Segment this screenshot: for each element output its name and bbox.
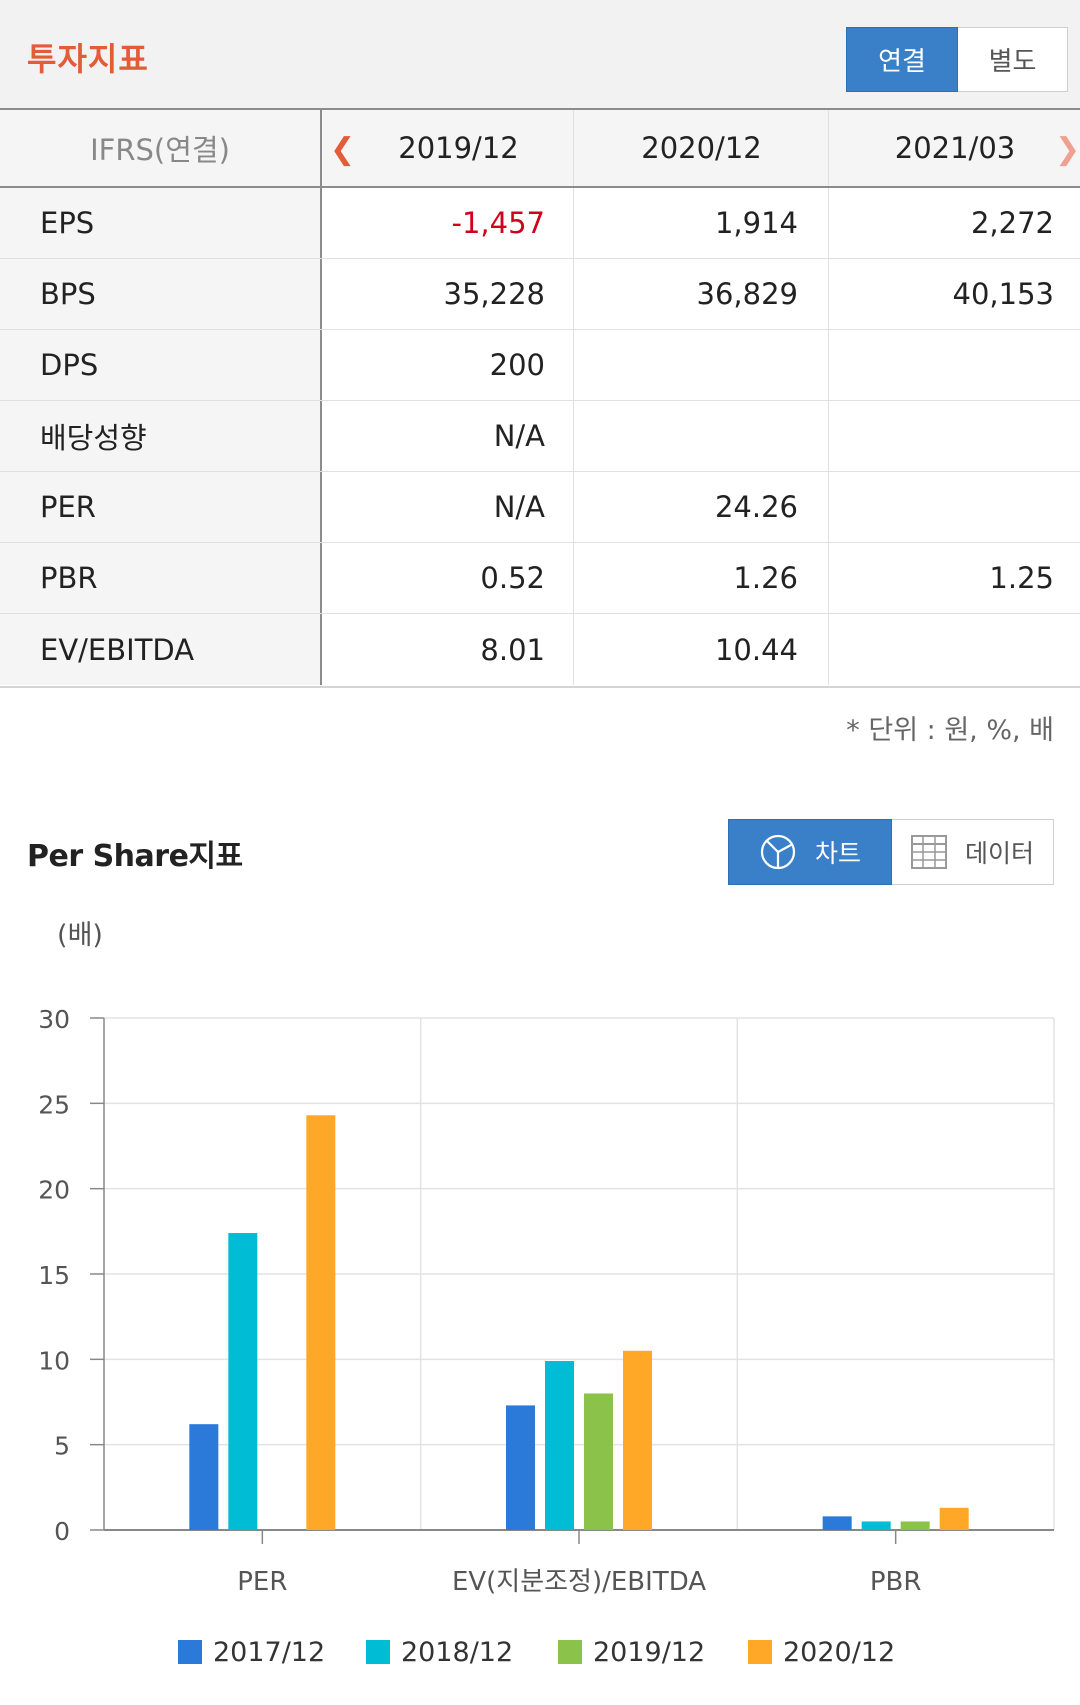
data-view-button[interactable]: 데이터	[892, 819, 1054, 885]
grid-table-icon	[910, 835, 947, 869]
bar	[189, 1424, 219, 1530]
bar	[506, 1405, 535, 1530]
table-row: PER N/A 24.26	[0, 472, 1080, 543]
legend-label: 2019/12	[593, 1636, 706, 1668]
unit-note: * 단위 : 원, %, 배	[846, 715, 1054, 746]
data-view-label: 데이터	[964, 839, 1034, 868]
legend-item[interactable]: 2017/12	[178, 1632, 325, 1672]
table-row: DPS 200	[0, 330, 1080, 401]
bar	[545, 1361, 574, 1530]
y-axis-unit-label: (배)	[57, 920, 103, 951]
table-cell: N/A	[324, 472, 574, 542]
bar	[623, 1350, 652, 1530]
table-cell	[830, 614, 1080, 685]
table-cell: 0.52	[324, 543, 574, 613]
column-header-period: 2019/12	[324, 110, 574, 186]
bar	[306, 1115, 336, 1530]
consolidated-tab[interactable]: 연결	[846, 27, 958, 92]
row-label: EPS	[0, 188, 322, 258]
row-label: 배당성향	[0, 401, 322, 471]
bar	[584, 1393, 613, 1530]
page-title: 투자지표	[27, 40, 149, 78]
table-cell: 40,153	[952, 277, 1054, 311]
table-cell: N/A	[324, 401, 574, 471]
chevron-right-icon[interactable]: ❯	[1055, 131, 1080, 167]
table-cell: 1.25	[989, 561, 1054, 595]
column-header-period: 2021/03	[894, 131, 1016, 165]
y-tick-label: 10	[38, 1346, 70, 1375]
table-row: EPS -1,457 1,914 2,272	[0, 188, 1080, 259]
bar	[939, 1507, 969, 1530]
legend-swatch	[178, 1640, 202, 1664]
table-cell: 10.44	[575, 614, 829, 685]
chevron-left-icon[interactable]: ❮	[330, 131, 356, 167]
table-cell	[575, 330, 829, 400]
row-label: DPS	[0, 330, 322, 400]
table-cell: 1.26	[575, 543, 829, 613]
bar	[900, 1521, 930, 1530]
bar	[861, 1521, 891, 1530]
x-tick-label: PBR	[870, 1567, 922, 1597]
y-tick-label: 30	[38, 1005, 70, 1034]
separate-tab[interactable]: 별도	[958, 27, 1068, 92]
y-tick-label: 20	[38, 1176, 70, 1205]
table-cell: 8.01	[324, 614, 574, 685]
section-title: Per Share지표	[27, 839, 243, 874]
table-cell	[575, 401, 829, 471]
per-share-bar-chart: (배) 0 5 10 15 20 25 30 PER EV(지분조정)/EBITDA PBR	[38, 920, 1055, 1597]
y-tick-label: 5	[54, 1432, 70, 1461]
column-header-basis: IFRS(연결)	[0, 110, 322, 186]
table-row: BPS 35,228 36,829 40,153	[0, 259, 1080, 330]
table-cell: -1,457	[324, 188, 574, 258]
chart-view-button[interactable]: 차트	[728, 819, 892, 885]
column-header-period: 2020/12	[575, 110, 829, 186]
y-tick-label: 0	[54, 1517, 70, 1546]
view-toggle: 차트 데이터	[728, 819, 1054, 885]
chart-view-label: 차트	[814, 839, 861, 868]
row-label: BPS	[0, 259, 322, 329]
legend-swatch	[366, 1640, 390, 1664]
table-cell: 1,914	[575, 188, 829, 258]
legend-label: 2017/12	[213, 1636, 326, 1668]
legend-label: 2020/12	[783, 1636, 896, 1668]
table-cell	[830, 330, 1080, 400]
row-label: EV/EBITDA	[0, 614, 322, 685]
table-cell	[830, 401, 1080, 471]
table-row: EV/EBITDA 8.01 10.44	[0, 614, 1080, 685]
y-tick-label: 15	[38, 1261, 70, 1290]
x-tick-label: PER	[237, 1567, 287, 1597]
y-tick-label: 25	[38, 1090, 70, 1119]
row-label: PER	[0, 472, 322, 542]
row-label: PBR	[0, 543, 322, 613]
consolidation-toggle: 연결 별도	[846, 27, 1068, 92]
table-row: 배당성향 N/A	[0, 401, 1080, 472]
pie-chart-icon	[759, 833, 797, 871]
legend-swatch	[558, 1640, 582, 1664]
chart-legend: 2017/12 2018/12 2019/12 2020/12	[0, 1632, 1080, 1672]
bar	[822, 1516, 852, 1530]
table-cell	[830, 472, 1080, 542]
table-cell: 200	[324, 330, 574, 400]
table-cell: 36,829	[575, 259, 829, 329]
table-divider	[0, 686, 1080, 688]
table-cell: 2,272	[970, 206, 1054, 240]
bar	[228, 1233, 258, 1530]
table-cell: 35,228	[324, 259, 574, 329]
legend-swatch	[748, 1640, 772, 1664]
header-bar: 투자지표 연결 별도	[0, 0, 1080, 110]
table-cell: 24.26	[575, 472, 829, 542]
x-tick-label: EV(지분조정)/EBITDA	[452, 1567, 706, 1597]
investment-indicator-table: IFRS(연결) 2019/12 2020/12 2021/03 ❮ ❯ EPS…	[0, 110, 1080, 685]
table-header-row: IFRS(연결) 2019/12 2020/12 2021/03 ❮ ❯	[0, 110, 1080, 188]
legend-label: 2018/12	[401, 1636, 514, 1668]
table-row: PBR 0.52 1.26 1.25	[0, 543, 1080, 614]
legend-item[interactable]: 2020/12	[748, 1632, 895, 1672]
legend-item[interactable]: 2018/12	[366, 1632, 513, 1672]
legend-item[interactable]: 2019/12	[558, 1632, 705, 1672]
